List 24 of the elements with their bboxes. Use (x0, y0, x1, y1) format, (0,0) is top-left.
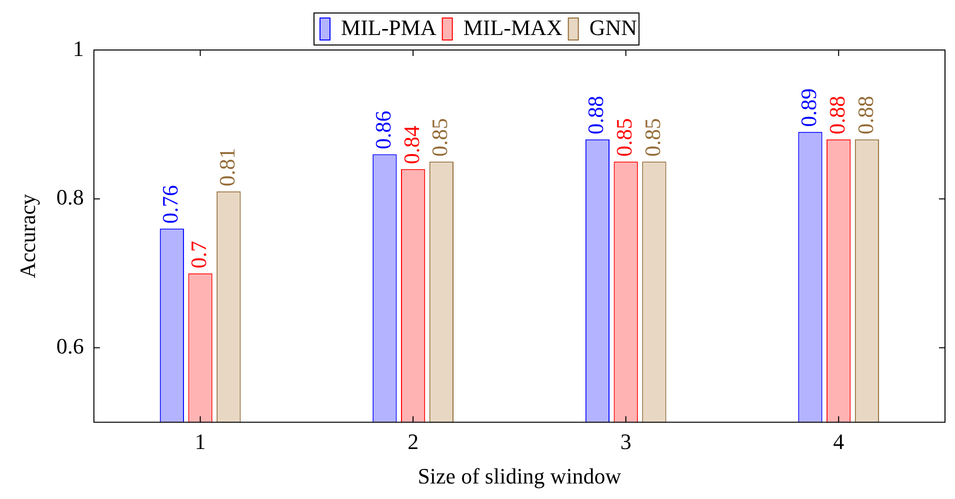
data-label: 0.84 (398, 126, 424, 164)
data-label: 0.86 (370, 110, 396, 150)
data-label: 0.88 (824, 96, 850, 134)
x-tick-label: 2 (408, 429, 419, 454)
data-label: 0.76 (158, 185, 183, 224)
legend-label: GNN (589, 14, 638, 40)
legend-label: MIL-PMA (341, 14, 436, 40)
data-label: 0.7 (186, 240, 212, 268)
x-tick-label: 4 (833, 429, 844, 454)
data-label: 0.88 (583, 96, 608, 134)
y-tick-label: 1 (72, 36, 84, 61)
y-tick-label: 0.6 (56, 334, 84, 359)
legend-label: MIL-MAX (463, 14, 562, 40)
data-label: 0.85 (612, 118, 637, 157)
x-axis-title: Size of sliding window (418, 464, 622, 489)
y-tick-label: 0.8 (56, 184, 84, 210)
x-tick-label: 1 (194, 429, 206, 454)
data-label: 0.89 (796, 88, 822, 127)
data-label: 0.81 (214, 148, 240, 186)
y-axis-title: Accuracy (14, 194, 40, 278)
x-tick-label: 3 (620, 429, 632, 454)
data-label: 0.85 (640, 118, 665, 157)
data-label: 0.88 (852, 96, 878, 134)
data-label: 0.85 (427, 118, 452, 157)
